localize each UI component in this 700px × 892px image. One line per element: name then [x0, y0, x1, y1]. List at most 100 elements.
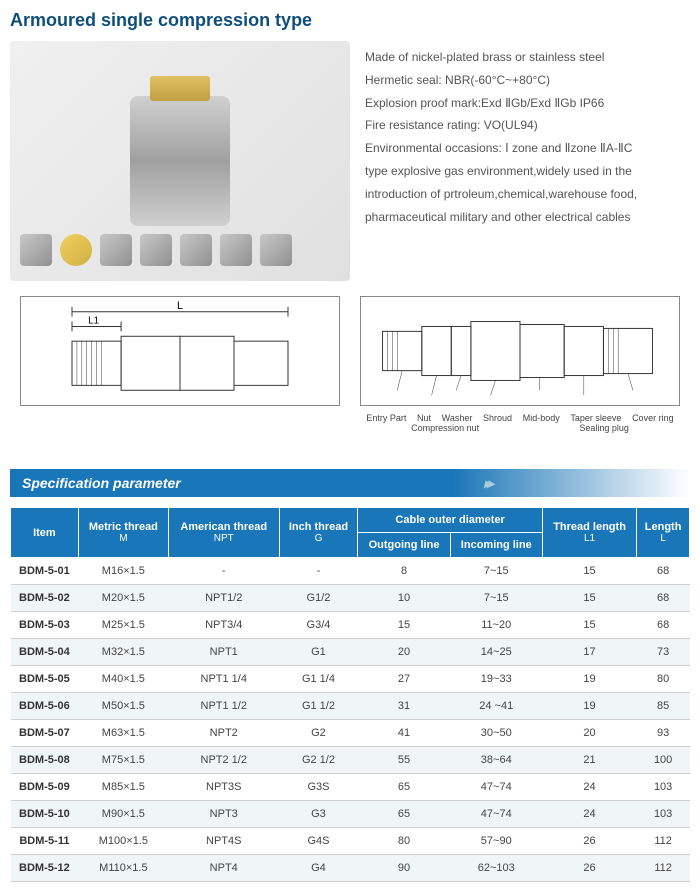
col-inch: Inch threadG: [279, 508, 358, 558]
table-cell: 68: [637, 558, 690, 585]
table-cell: G4: [279, 855, 358, 882]
table-cell: 26: [542, 828, 636, 855]
table-row: BDM-5-08M75×1.5NPT2 1/2G2 1/25538~642110…: [11, 747, 690, 774]
diagram-dimensions: L L1: [20, 296, 340, 406]
label-L1: L1: [88, 316, 99, 327]
table-cell: 31: [358, 693, 450, 720]
table-cell: M63×1.5: [78, 720, 168, 747]
table-cell: M32×1.5: [78, 639, 168, 666]
col-thread-len: Thread lengthL1: [542, 508, 636, 558]
table-cell: 30~50: [450, 720, 542, 747]
table-cell: G3S: [279, 774, 358, 801]
table-row: BDM-5-05M40×1.5NPT1 1/4G1 1/42719~331980: [11, 666, 690, 693]
table-cell: 24: [542, 801, 636, 828]
table-cell: G3: [279, 801, 358, 828]
part-icon: [260, 234, 292, 266]
table-cell: 8: [358, 558, 450, 585]
table-cell: M90×1.5: [78, 801, 168, 828]
table-row: BDM-5-09M85×1.5NPT3SG3S6547~7424103: [11, 774, 690, 801]
table-cell: 103: [637, 774, 690, 801]
part-icon: [100, 234, 132, 266]
table-cell: 103: [637, 801, 690, 828]
table-cell: 15: [358, 612, 450, 639]
table-cell: 80: [358, 828, 450, 855]
part-icon: [140, 234, 172, 266]
spec-table: Item Metric threadM American threadNPT I…: [10, 507, 690, 882]
table-cell: G1/2: [279, 585, 358, 612]
table-cell: 15: [542, 558, 636, 585]
table-cell: M40×1.5: [78, 666, 168, 693]
col-metric: Metric threadM: [78, 508, 168, 558]
description-column: Made of nickel-plated brass or stainless…: [365, 41, 690, 281]
table-cell: 90: [358, 855, 450, 882]
table-cell: 80: [637, 666, 690, 693]
table-row: BDM-5-04M32×1.5NPT1G12014~251773: [11, 639, 690, 666]
fitting-illustration: [130, 96, 230, 226]
header-section: Made of nickel-plated brass or stainless…: [10, 41, 690, 281]
table-cell: NPT1 1/4: [168, 666, 279, 693]
table-cell: NPT4: [168, 855, 279, 882]
table-cell: 7~15: [450, 558, 542, 585]
col-cable: Cable outer diameter: [358, 508, 542, 533]
table-cell: 65: [358, 801, 450, 828]
part-icon: [220, 234, 252, 266]
table-cell: 38~64: [450, 747, 542, 774]
part-label: Cover ring: [630, 413, 676, 423]
table-cell: 62~103: [450, 855, 542, 882]
table-cell: BDM-5-05: [11, 666, 79, 693]
table-cell: 15: [542, 612, 636, 639]
table-cell: 20: [358, 639, 450, 666]
table-cell: G1 1/4: [279, 666, 358, 693]
col-length: LengthL: [637, 508, 690, 558]
table-cell: 93: [637, 720, 690, 747]
product-image: [10, 41, 350, 281]
table-row: BDM-5-11M100×1.5NPT4SG4S8057~9026112: [11, 828, 690, 855]
table-cell: BDM-5-07: [11, 720, 79, 747]
table-cell: NPT3/4: [168, 612, 279, 639]
table-row: BDM-5-10M90×1.5NPT3G36547~7424103: [11, 801, 690, 828]
part-label: Washer: [440, 413, 475, 423]
table-cell: M20×1.5: [78, 585, 168, 612]
table-cell: 112: [637, 828, 690, 855]
table-cell: M110×1.5: [78, 855, 168, 882]
table-cell: BDM-5-11: [11, 828, 79, 855]
table-cell: NPT2 1/2: [168, 747, 279, 774]
col-incoming: Incoming line: [450, 533, 542, 558]
table-cell: 65: [358, 774, 450, 801]
page-title: Armoured single compression type: [10, 10, 690, 31]
table-cell: G1 1/2: [279, 693, 358, 720]
table-cell: BDM-5-10: [11, 801, 79, 828]
table-cell: 27: [358, 666, 450, 693]
table-cell: 19: [542, 693, 636, 720]
table-cell: M16×1.5: [78, 558, 168, 585]
part-label: Entry Part: [364, 413, 408, 423]
table-cell: 20: [542, 720, 636, 747]
diagram-labels: Entry Part Nut Washer Shroud Mid-body Ta…: [361, 413, 679, 433]
table-cell: NPT1/2: [168, 585, 279, 612]
table-cell: 85: [637, 693, 690, 720]
table-cell: 7~15: [450, 585, 542, 612]
table-cell: 112: [637, 855, 690, 882]
table-cell: M50×1.5: [78, 693, 168, 720]
table-cell: 57~90: [450, 828, 542, 855]
parts-row: [20, 234, 340, 266]
table-cell: 47~74: [450, 774, 542, 801]
table-cell: 19: [542, 666, 636, 693]
desc-line: Environmental occasions: Ⅰ zone and Ⅱzon…: [365, 137, 690, 160]
table-cell: M85×1.5: [78, 774, 168, 801]
col-outgoing: Outgoing line: [358, 533, 450, 558]
table-row: BDM-5-02M20×1.5NPT1/2G1/2107~151568: [11, 585, 690, 612]
table-cell: BDM-5-01: [11, 558, 79, 585]
table-cell: G2: [279, 720, 358, 747]
table-cell: M25×1.5: [78, 612, 168, 639]
table-row: BDM-5-01M16×1.5--87~151568: [11, 558, 690, 585]
spec-header: Specification parameter: [10, 469, 690, 497]
table-cell: NPT2: [168, 720, 279, 747]
col-american: American threadNPT: [168, 508, 279, 558]
table-cell: -: [279, 558, 358, 585]
table-row: BDM-5-03M25×1.5NPT3/4G3/41511~201568: [11, 612, 690, 639]
part-label: Taper sleeve: [568, 413, 623, 423]
table-cell: G2 1/2: [279, 747, 358, 774]
table-cell: 47~74: [450, 801, 542, 828]
table-cell: 55: [358, 747, 450, 774]
